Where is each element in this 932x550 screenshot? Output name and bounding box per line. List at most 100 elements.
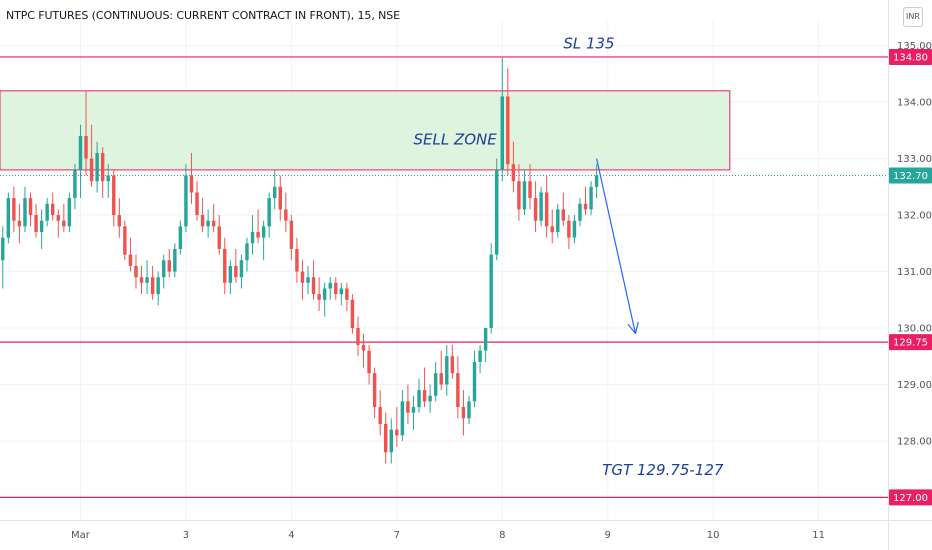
candle-body (450, 356, 455, 374)
candle-body (522, 181, 527, 210)
candle-body (100, 152, 105, 182)
candle-body (51, 203, 55, 216)
level-label: 127.00 (893, 493, 928, 504)
price-axis[interactable]: 128.00129.00130.00131.00132.00133.00134.… (888, 0, 932, 550)
candle-body (467, 401, 471, 419)
candle-body (206, 220, 210, 227)
candle-body (594, 175, 599, 187)
candle-body (567, 220, 571, 238)
price-tick-label: 128.00 (897, 436, 932, 447)
candle-body (200, 215, 205, 227)
price-tick-label: 135.00 (897, 41, 932, 52)
candle-body (361, 344, 366, 351)
level-labels: 134.80 132.70 129.75 127.00 (889, 48, 932, 506)
candle-body (117, 215, 122, 227)
candle-body (245, 243, 249, 261)
sell-zone-box (0, 90, 731, 171)
time-tick-label: 3 (183, 530, 189, 541)
candle-body (6, 198, 11, 238)
time-axis[interactable]: Mar 3 4 7 8 9 10 11 (0, 520, 932, 542)
sell-zone-layer (0, 90, 731, 171)
price-tick-label: 131.00 (897, 267, 932, 278)
candle-body (28, 198, 33, 216)
candle-body (273, 186, 277, 199)
time-tick-label: 10 (707, 530, 720, 541)
candle-body (406, 401, 410, 413)
chart-title: NTPC FUTURES (CONTINUOUS: CURRENT CONTRA… (6, 9, 400, 22)
candle-body (422, 390, 427, 402)
candle-body (556, 209, 560, 232)
candle-body (106, 175, 110, 182)
candle-body (378, 407, 382, 424)
candle-body (306, 277, 310, 283)
candle-body (128, 254, 133, 266)
candle-body (539, 192, 543, 221)
candle-body (528, 181, 532, 199)
candle-body (184, 175, 188, 227)
candles-layer (1, 56, 599, 464)
time-tick-label: 4 (288, 530, 294, 541)
candle-body (400, 401, 405, 436)
arrow-shaft (596, 158, 637, 334)
candle-body (583, 203, 588, 210)
candle-body (483, 328, 488, 351)
candle-body (506, 96, 510, 165)
level-label-bg (889, 489, 932, 506)
candle-body (89, 158, 94, 182)
candle-body (472, 361, 477, 402)
candle-body (284, 209, 288, 221)
annotation-layer: SL 135 SELL ZONE TGT 129.75-127 (413, 34, 723, 478)
candle-body (278, 186, 282, 210)
candle-body (123, 226, 127, 255)
arrow-head (627, 323, 636, 335)
currency-badge[interactable]: INR (903, 7, 923, 27)
candle-body (250, 232, 255, 244)
candle-body (495, 169, 499, 255)
candle-body (95, 152, 99, 182)
candle-body (1, 237, 5, 261)
candle-body (189, 175, 194, 193)
candle-body (389, 429, 393, 453)
candle-body (489, 254, 493, 328)
candle-body (73, 169, 77, 199)
candle-body (211, 220, 216, 227)
candle-body (217, 226, 221, 249)
level-label: 134.80 (893, 52, 928, 63)
candle-body (456, 373, 460, 408)
candle-body (150, 277, 155, 295)
candle-body (417, 390, 421, 408)
time-tick-label: 8 (499, 530, 505, 541)
candle-body (228, 265, 233, 283)
candle-body (45, 203, 49, 221)
candle-body (439, 373, 443, 385)
candle-body (317, 294, 321, 300)
time-tick-label: 11 (812, 530, 825, 541)
chart-annotation: SL 135 (563, 34, 614, 52)
candle-body (234, 265, 238, 278)
level-lines (0, 56, 888, 499)
candle-body (339, 288, 344, 295)
candle-body (112, 175, 116, 216)
candle-body (167, 260, 171, 272)
price-tick-label: 130.00 (897, 324, 932, 335)
candle-body (156, 277, 160, 295)
candle-body (239, 260, 244, 278)
candle-body (84, 136, 88, 159)
candle-body (23, 198, 27, 227)
candle-body (372, 373, 377, 408)
candle-body (162, 260, 166, 278)
target-arrow-layer (596, 158, 639, 335)
candle-body (345, 288, 349, 300)
time-tick-label: 9 (605, 530, 611, 541)
candle-body (533, 198, 538, 221)
candle-body (145, 277, 149, 283)
candle-body (334, 282, 338, 295)
candle-body (328, 282, 332, 289)
candle-body (395, 429, 399, 436)
price-tick-label: 133.00 (897, 154, 932, 165)
candle-body (445, 356, 449, 385)
level-label-bg (889, 48, 932, 65)
level-label-bg (889, 334, 932, 351)
candle-body (411, 407, 416, 413)
